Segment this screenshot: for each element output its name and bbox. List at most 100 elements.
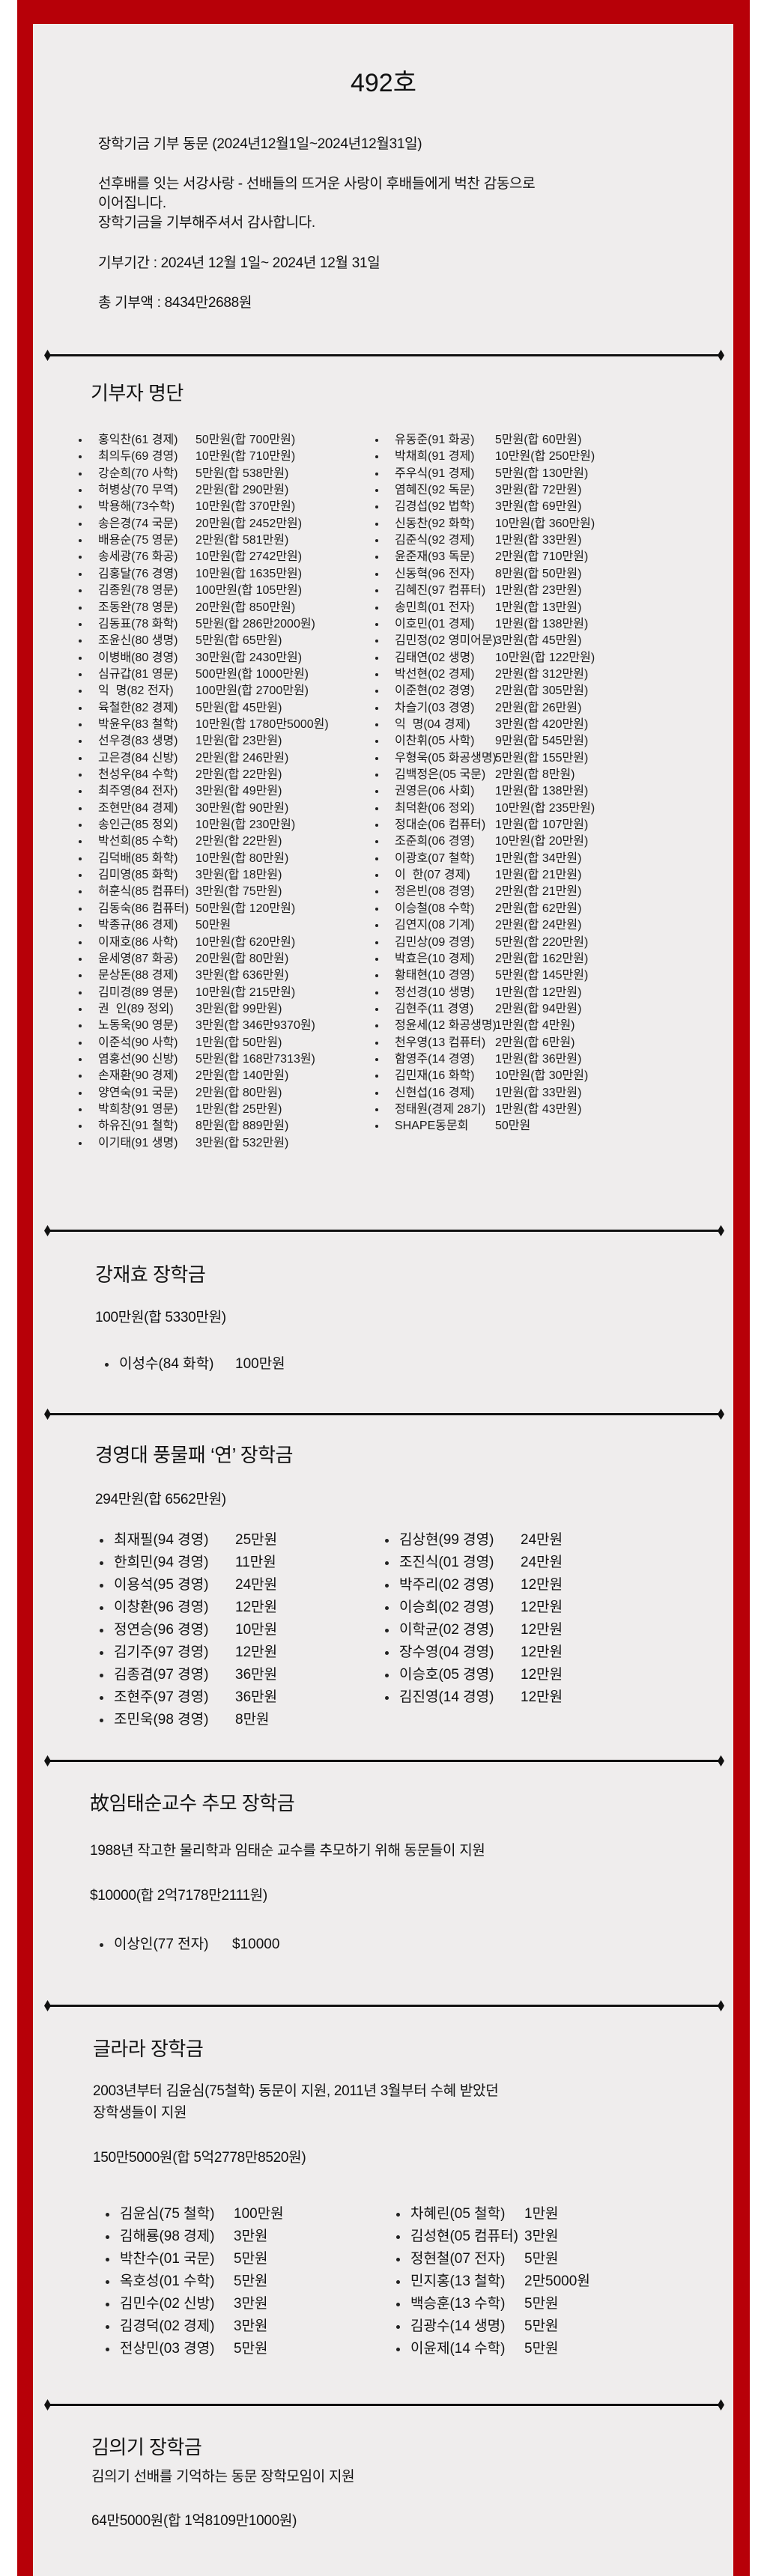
list-item: 양연숙(91 국문) 2만원(합 80만원): [79, 1085, 282, 1102]
list-item: 백승훈(13 수학) 5만원: [396, 2294, 559, 2315]
donor-name: 조준희(06 경영): [395, 835, 475, 848]
bullet-icon: [79, 572, 82, 576]
donation-amount: 10만원(합 2742만원): [195, 550, 303, 564]
list-item: 홍익찬(61 경제) 50만원(합 700만원): [79, 432, 295, 449]
donation-amount: 2만원(합 710만원): [495, 550, 589, 564]
list-item: 이승호(05 경영) 12만원: [385, 1665, 563, 1686]
intro-text: 장학기금 기부 동문 (2024년12월1일~2024년12월31일): [98, 136, 422, 152]
bullet-icon: [100, 1538, 103, 1543]
donor-name: 이병배(80 경영): [98, 651, 178, 664]
bullet-icon: [375, 974, 378, 978]
list-item: 이병배(80 경영) 30만원(합 2430만원): [79, 650, 302, 666]
donor-name: 박주리(02 경영): [399, 1577, 494, 1593]
donation-amount: 50만원: [495, 1120, 531, 1133]
donation-amount: 50만원(합 120만원): [195, 902, 296, 915]
donation-amount: 20만원(합 850만원): [195, 601, 296, 614]
bullet-icon: [79, 1007, 82, 1011]
list-item: 김동표(78 화학) 5만원(합 286만2000원): [79, 616, 315, 633]
donor-name: 김민상(09 경영): [395, 935, 475, 949]
donation-amount: 1만원(합 23만원): [495, 584, 582, 598]
donation-amount: 5만원: [524, 2341, 559, 2357]
donation-amount: 1만원(합 33만원): [495, 1086, 582, 1099]
list-item: 김미영(85 화학) 3만원(합 18만원): [79, 867, 282, 884]
list-item: 조진식(01 경영) 24만원: [385, 1552, 563, 1573]
donation-amount: 2만원(합 305만원): [495, 684, 589, 698]
donation-amount: 1만원(합 43만원): [495, 1103, 582, 1116]
donation-amount: 5만원(합 130만원): [495, 467, 589, 480]
list-item: 이준석(90 사학) 1만원(합 50만원): [79, 1035, 282, 1051]
donation-amount: 2만원(합 581만원): [195, 534, 289, 547]
bullet-icon: [375, 589, 378, 593]
list-item: 민지홍(13 철학) 2만5000원: [396, 2271, 590, 2292]
donation-amount: 2만원(합 290만원): [195, 484, 289, 497]
donor-name: 이창환(96 경영): [114, 1600, 209, 1615]
bullet-icon: [396, 2324, 400, 2329]
section-divider: [47, 1760, 721, 1762]
donor-name: 정태원(경제 28기): [395, 1103, 486, 1116]
donor-name: 신동찬(92 화학): [395, 517, 475, 530]
bullet-icon: [100, 1628, 103, 1632]
list-item: 조현만(84 경제) 30만원(합 90만원): [79, 801, 288, 817]
donation-amount: 1만원(합 13만원): [495, 601, 582, 614]
list-item: 고은경(84 신방) 2만원(합 246만원): [79, 750, 288, 767]
donation-amount: 5만원(합 286만2000원): [195, 617, 315, 631]
bullet-icon: [79, 690, 82, 693]
donation-amount: 5만원(합 538만원): [195, 467, 289, 480]
donor-name: 익 명(04 경제): [395, 717, 470, 731]
donor-name: 한희민(94 경영): [114, 1555, 209, 1570]
list-item: 박주리(02 경영) 12만원: [385, 1575, 563, 1596]
donor-name: 김윤심(75 철학): [120, 2206, 215, 2222]
donor-name: 이광호(07 철학): [395, 851, 475, 865]
donor-name: 강순희(70 사학): [98, 467, 178, 480]
bullet-icon: [375, 890, 378, 894]
donor-name: 김성현(05 컴퓨터): [410, 2229, 518, 2244]
bullet-icon: [79, 1125, 82, 1128]
list-item: 이성수(84 화학) 100만원: [105, 1354, 285, 1375]
donation-amount: 3만원: [234, 2296, 268, 2312]
bullet-icon: [79, 790, 82, 794]
list-item: 김진영(14 경영) 12만원: [385, 1687, 563, 1708]
content-panel: [33, 24, 733, 2576]
bullet-icon: [375, 672, 378, 676]
donation-amount: 1만원(합 23만원): [195, 735, 282, 748]
donor-name: 김덕배(85 화학): [98, 851, 178, 865]
bullet-icon: [79, 539, 82, 543]
donor-name: 정현철(07 전자): [410, 2251, 506, 2267]
bullet-icon: [79, 806, 82, 810]
donation-amount: 2만원(합 140만원): [195, 1069, 289, 1083]
list-item: 신동찬(92 화학) 10만원(합 360만원): [375, 516, 595, 532]
donor-name: 김민재(16 화학): [395, 1069, 475, 1083]
kimuigi-heading: 김의기 장학금: [91, 2436, 202, 2458]
list-item: 김해룡(98 경제) 3만원: [106, 2226, 268, 2247]
bullet-icon: [385, 1650, 389, 1655]
donation-amount: 2만원(합 24만원): [495, 919, 582, 932]
bullet-icon: [79, 489, 82, 493]
bullet-icon: [79, 656, 82, 660]
list-item: 이 한(07 경제) 1만원(합 21만원): [375, 867, 581, 884]
list-item: 정대순(06 컴퓨터) 1만원(합 107만원): [375, 817, 588, 833]
donation-period: 기부기간 : 2024년 12월 1일~ 2024년 12월 31일: [98, 255, 381, 271]
clara-description-line-1: 2003년부터 김윤심(75철학) 동문이 지원, 2011년 3월부터 수혜 …: [93, 2083, 499, 2099]
bullet-icon: [79, 941, 82, 944]
donation-amount: 12만원: [235, 1600, 278, 1615]
donor-name: 손재환(90 경제): [98, 1069, 178, 1083]
clara-amount: 150만5000원(합 5억2778만8520원): [93, 2150, 306, 2166]
bullet-icon: [79, 706, 82, 710]
bullet-icon: [79, 1091, 82, 1095]
donor-name: SHAPE동문회: [395, 1120, 469, 1133]
donation-amount: 8만원(합 889만원): [195, 1120, 289, 1133]
donation-amount: 2만원(합 94만원): [495, 1002, 582, 1015]
bullet-icon: [396, 2347, 400, 2351]
donor-name: 이상인(77 전자): [114, 1936, 209, 1952]
donation-amount: 1만원(합 4만원): [495, 1019, 575, 1033]
list-item: 최덕환(06 정외) 10만원(합 235만원): [375, 801, 595, 817]
donation-amount: 2만원(합 21만원): [495, 885, 582, 899]
donor-name: 송은경(74 국문): [98, 517, 178, 530]
donor-name: 정연승(96 경영): [114, 1622, 209, 1638]
donation-amount: 2만원(합 80만원): [195, 1086, 282, 1099]
list-item: 윤세영(87 화공) 20만원(합 80만원): [79, 951, 288, 967]
bullet-icon: [79, 890, 82, 894]
bullet-icon: [375, 924, 378, 928]
message-line-2: 이어집니다.: [98, 195, 166, 211]
list-item: 손재환(90 경제) 2만원(합 140만원): [79, 1068, 288, 1084]
